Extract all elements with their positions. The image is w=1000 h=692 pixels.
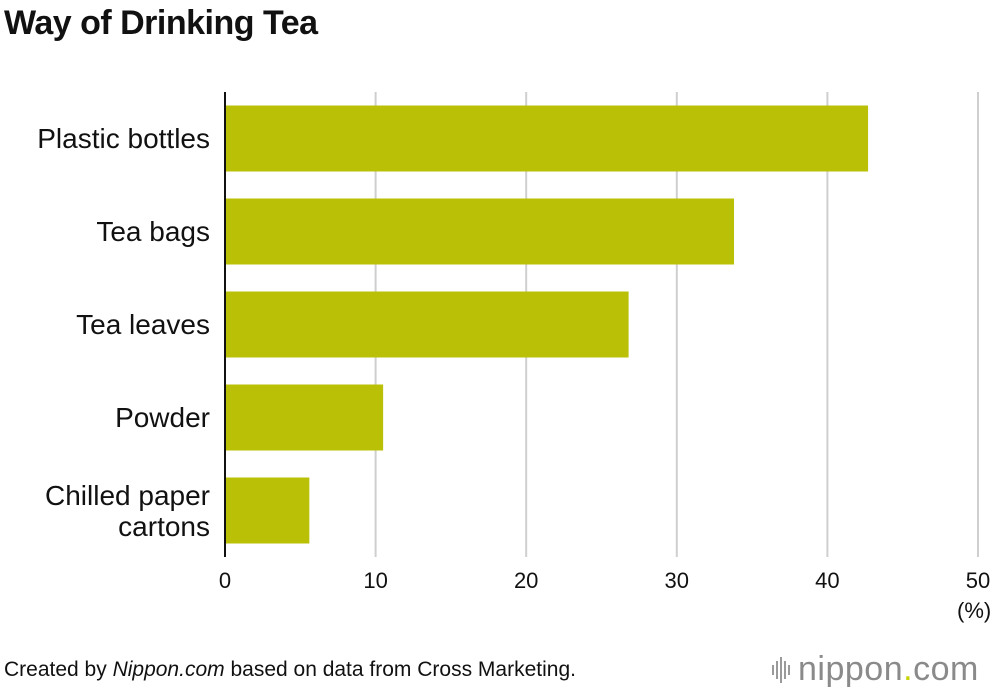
source-note: Created by Nippon.com based on data from…: [4, 658, 576, 682]
chart-title: Way of Drinking Tea: [4, 4, 318, 42]
source-name: Nippon.com: [112, 658, 225, 681]
category-label: Powder: [115, 402, 210, 433]
x-tick-label: 30: [664, 568, 690, 593]
x-tick-label: 10: [363, 568, 388, 593]
category-label: Chilled paper cartons: [45, 479, 210, 542]
bar-chilled-paper-cartons: [225, 477, 310, 544]
source-prefix: Created by: [4, 658, 113, 681]
category-label: Tea leaves: [76, 309, 210, 340]
bar-plastic-bottles: [225, 105, 869, 172]
sound-bars-icon: [772, 656, 790, 683]
x-axis-unit: (%): [957, 598, 992, 623]
bar-tea-bags: [225, 198, 735, 265]
logo-text-main: nippon: [798, 650, 904, 688]
x-tick-label: 50: [965, 568, 991, 593]
logo-dot: .: [903, 650, 914, 688]
category-label: Tea bags: [96, 216, 210, 247]
source-suffix: based on data from Cross Marketing.: [224, 658, 576, 681]
logo-tld: com: [913, 650, 979, 688]
x-tick-label: 20: [513, 568, 539, 593]
category-label: Plastic bottles: [37, 123, 210, 154]
x-tick-label: 40: [815, 568, 840, 593]
x-tick-label: 0: [218, 568, 232, 593]
bar-tea-leaves: [225, 291, 629, 358]
nippon-logo: nippon. com: [772, 650, 979, 689]
bar-powder: [225, 384, 384, 451]
